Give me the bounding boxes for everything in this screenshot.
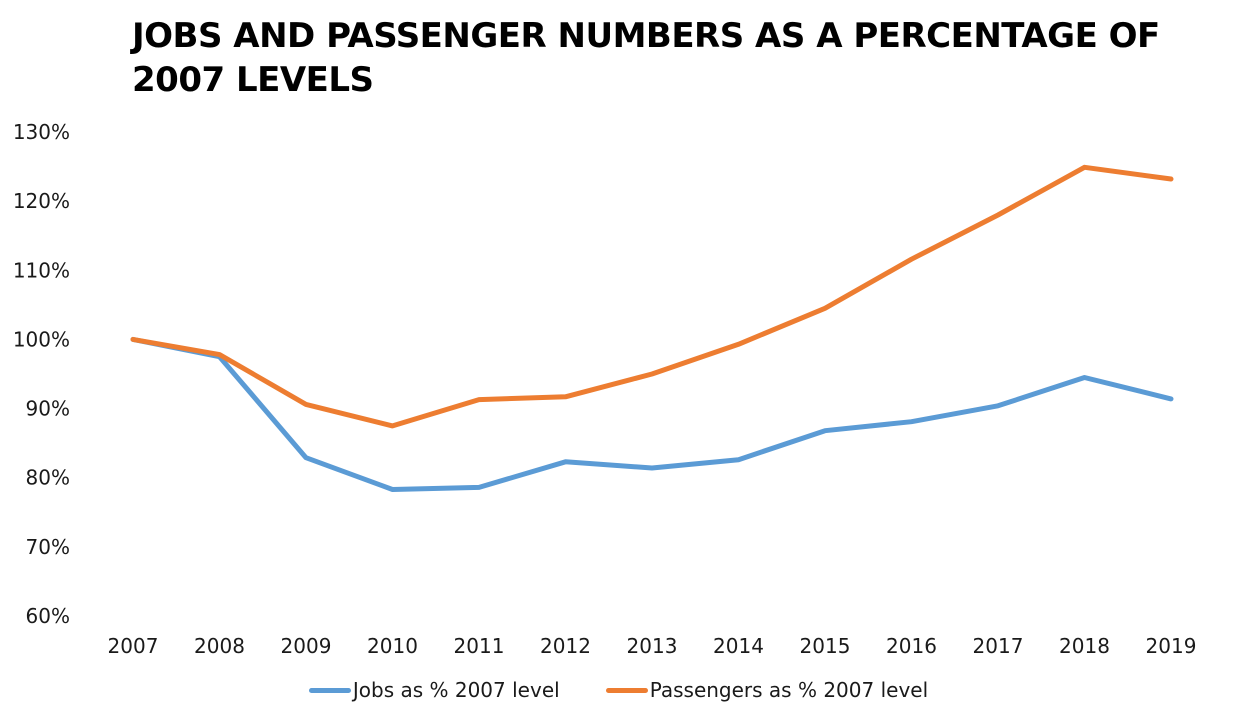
- x-tick-label: 2018: [1059, 634, 1110, 658]
- x-tick-label: 2013: [627, 634, 678, 658]
- legend-swatch-passengers: [605, 687, 648, 693]
- y-tick-label: 90%: [26, 397, 70, 421]
- y-axis: 60% 70% 80% 90% 100% 110% 120% 130%: [13, 120, 70, 628]
- x-tick-label: 2011: [454, 634, 505, 658]
- legend-label-jobs: Jobs as % 2007 level: [352, 678, 560, 702]
- x-tick-label: 2008: [194, 634, 245, 658]
- y-tick-label: 130%: [13, 120, 70, 144]
- legend-item-jobs: Jobs as % 2007 level: [308, 678, 560, 702]
- series-line-jobs: [130, 336, 1174, 492]
- x-tick-label: 2015: [800, 634, 851, 658]
- x-tick-label: 2014: [713, 634, 764, 658]
- legend: Jobs as % 2007 level Passengers as % 200…: [0, 678, 1237, 702]
- x-axis: 2007 2008 2009 2010 2011 2012 2013 2014 2015 2016…: [108, 634, 1197, 658]
- y-tick-label: 60%: [26, 604, 70, 628]
- x-tick-label: 2010: [367, 634, 418, 658]
- x-tick-label: 2016: [886, 634, 937, 658]
- series-line-passengers: [130, 164, 1174, 429]
- legend-item-passengers: Passengers as % 2007 level: [605, 678, 929, 702]
- y-tick-label: 80%: [26, 466, 70, 490]
- plot-area: [130, 164, 1174, 492]
- y-tick-label: 110%: [13, 258, 70, 282]
- legend-label-passengers: Passengers as % 2007 level: [649, 678, 929, 702]
- y-tick-label: 120%: [13, 189, 70, 213]
- x-tick-label: 2009: [281, 634, 332, 658]
- x-tick-label: 2012: [540, 634, 591, 658]
- y-tick-label: 100%: [13, 327, 70, 351]
- x-tick-label: 2017: [973, 634, 1024, 658]
- chart-title: JOBS AND PASSENGER NUMBERS AS A PERCENTA…: [132, 16, 1160, 100]
- legend-swatch-jobs: [308, 687, 351, 693]
- x-tick-label: 2019: [1146, 634, 1197, 658]
- y-tick-label: 70%: [26, 535, 70, 559]
- x-tick-label: 2007: [108, 634, 159, 658]
